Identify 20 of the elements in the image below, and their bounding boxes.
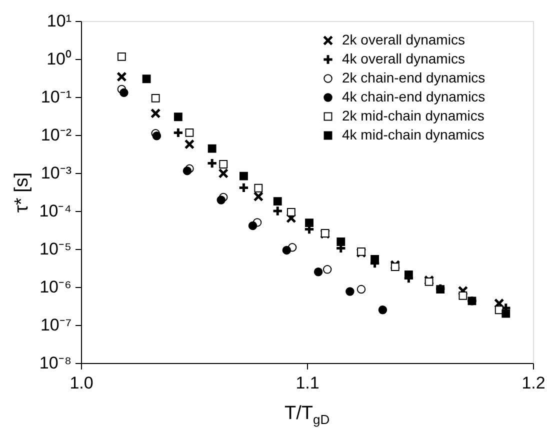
legend-label: 4k chain-end dynamics [342,88,486,104]
y-tick-label: 10⁻¹ [40,88,72,106]
legend-label: 2k mid-chain dynamics [342,108,484,124]
y-tick-label: 10⁻⁵ [40,240,72,258]
x-tick-label: 1.2 [522,374,546,392]
y-tick-label: 10⁰ [46,50,72,68]
y-tick-label: 10⁻⁶ [40,278,72,296]
y-tick-label: 10⁻⁸ [39,354,72,372]
y-tick-label: 10⁻² [40,126,72,144]
legend-label: 2k chain-end dynamics [342,70,486,86]
x-tick-label: 1.0 [70,374,94,392]
y-tick-label: 10⁻⁷ [40,316,72,334]
legend-label: 2k overall dynamics [342,32,465,48]
y-tick-label: 10¹ [46,12,72,30]
y-tick-label: 10⁻⁴ [39,202,72,220]
legend-label: 4k mid-chain dynamics [342,126,484,142]
legend-label: 4k overall dynamics [342,50,465,66]
y-axis-title: τ* [s] [11,172,32,213]
x-tick-label: 1.1 [296,374,320,392]
y-tick-label: 10⁻³ [40,164,72,182]
